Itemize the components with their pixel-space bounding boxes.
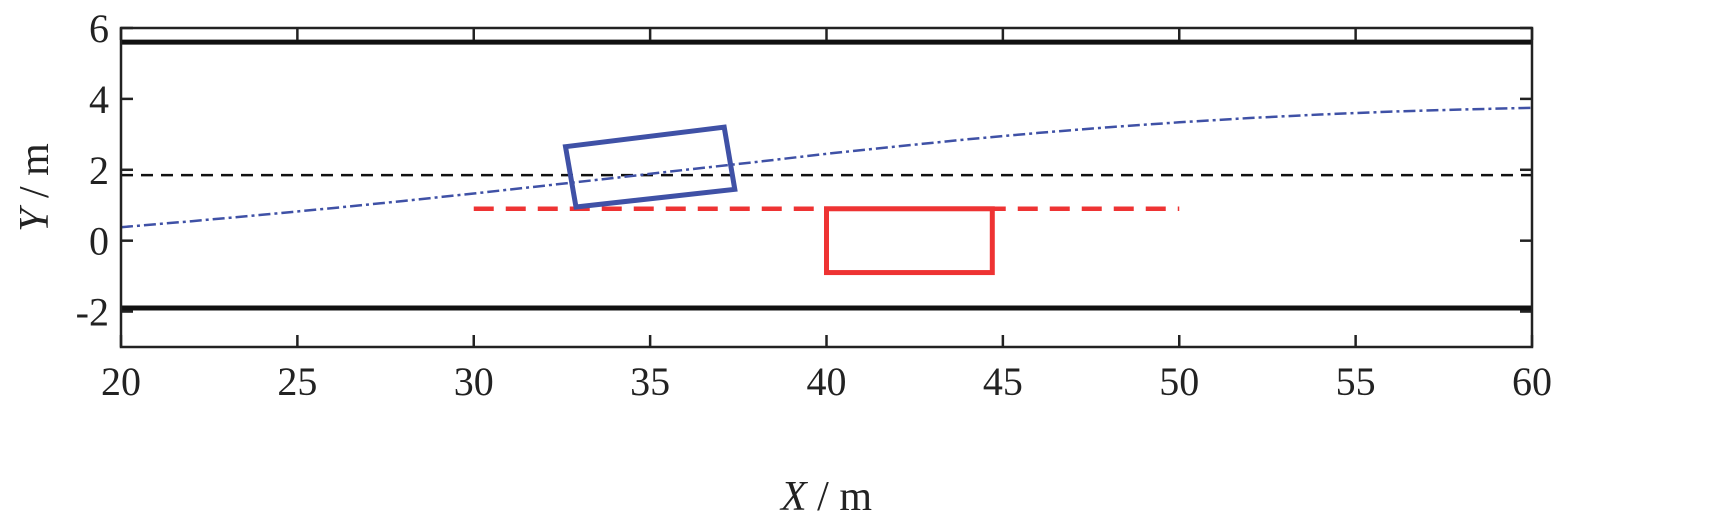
x-axis-variable: X — [779, 474, 809, 519]
plot-frame — [119, 26, 1534, 349]
ego-path — [120, 106, 1533, 229]
x-tick-label: 45 — [983, 359, 1023, 404]
obstacle-vehicle — [824, 206, 995, 276]
x-tick-label: 25 — [277, 359, 317, 404]
x-tick-label: 60 — [1512, 359, 1552, 404]
x-axis-title: X / m — [779, 474, 872, 519]
plot-area — [120, 39, 1533, 311]
x-tick-label: 50 — [1159, 359, 1199, 404]
y-tick-label: 0 — [89, 219, 109, 264]
axes: 20 25 30 35 40 45 50 55 60 -2 0 2 4 6 — [76, 6, 1552, 404]
x-tick-label: 20 — [101, 359, 141, 404]
y-tick-label: -2 — [76, 290, 109, 335]
y-axis-title: Y / m — [12, 143, 58, 232]
x-tick-label: 40 — [807, 359, 847, 404]
y-axis-variable: Y — [12, 204, 58, 232]
y-tick-label: 4 — [89, 77, 109, 122]
x-axis-unit: / m — [807, 474, 873, 519]
y-axis-unit: / m — [12, 143, 58, 209]
y-tick-label: 2 — [89, 148, 109, 193]
ego-vehicle — [562, 124, 738, 210]
x-tick-label: 35 — [630, 359, 670, 404]
x-tick-label: 55 — [1336, 359, 1376, 404]
y-tick-label: 6 — [89, 6, 109, 51]
x-tick-label: 30 — [454, 359, 494, 404]
